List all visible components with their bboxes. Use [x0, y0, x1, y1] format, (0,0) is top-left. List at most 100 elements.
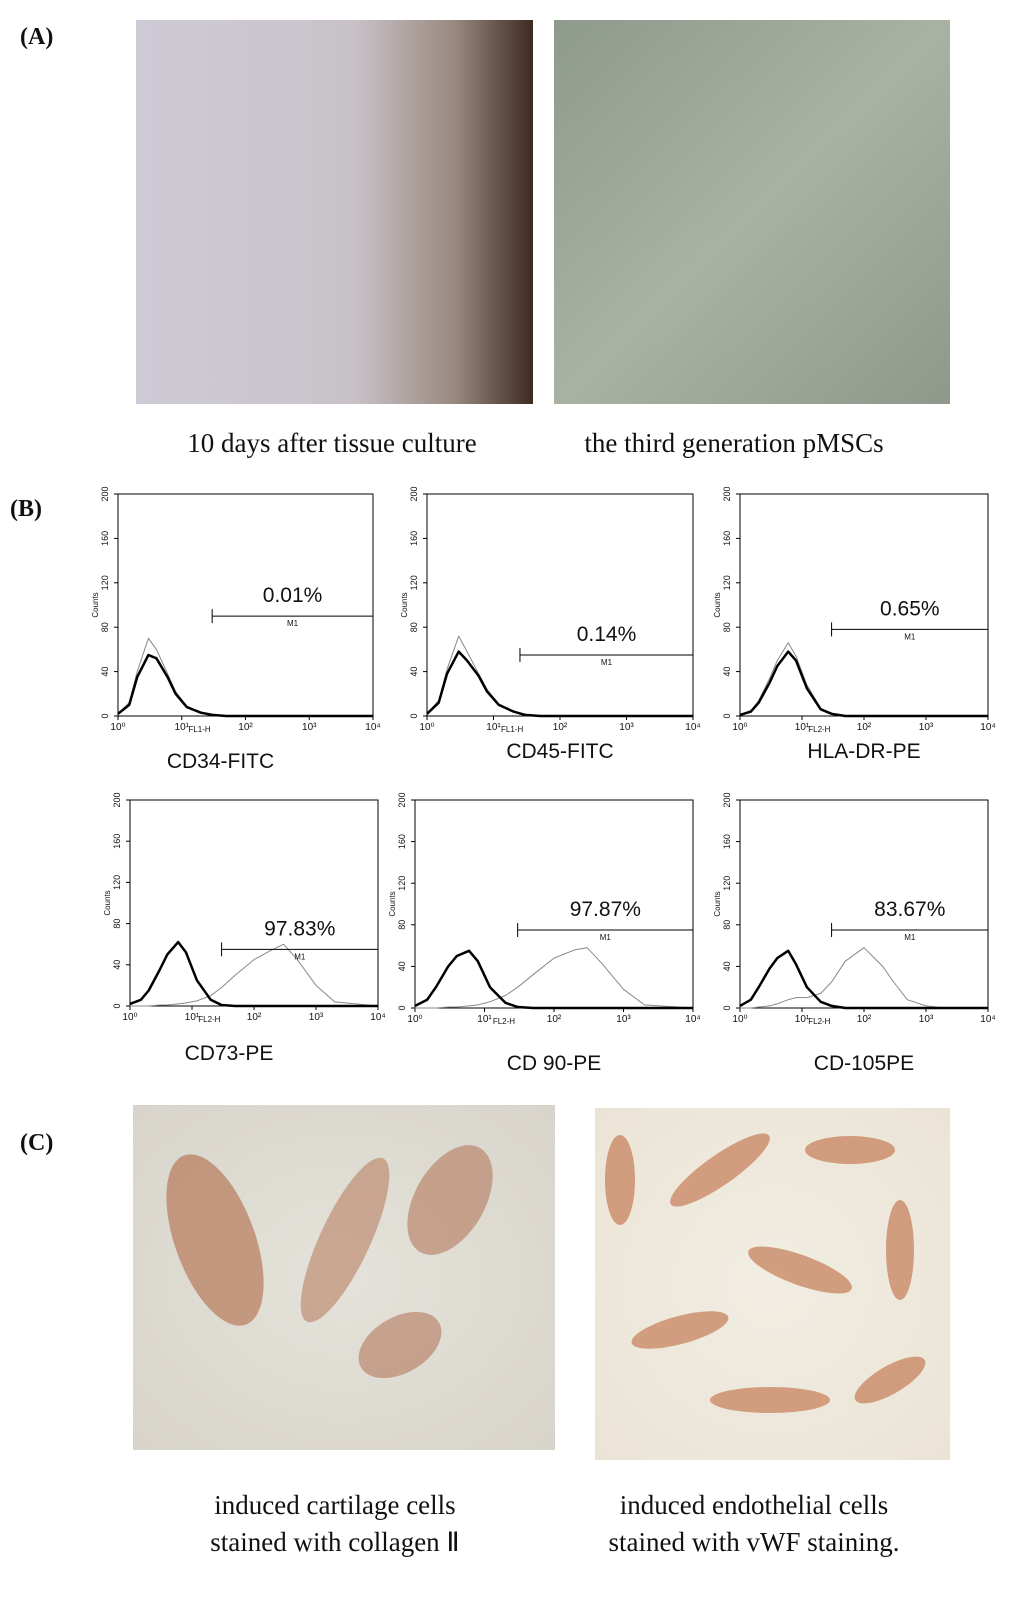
caption: induced endothelial cells: [620, 1490, 888, 1520]
percent-label: 97.83%: [264, 917, 335, 940]
histogram: 0 40 80 120 160 200 10⁰ 10¹ 10² 10³ 10⁴ FL1-H Counts…: [91, 486, 381, 773]
x-tick-label: 10⁴: [980, 722, 995, 733]
x-tick-label: 10⁴: [685, 722, 700, 733]
y-tick-label: 200: [722, 792, 732, 807]
x-axis-label: FL2-H: [808, 1017, 830, 1026]
histogram-line: [130, 943, 379, 1007]
gate-label: M1: [601, 658, 613, 667]
caption: stained with collagen Ⅱ: [210, 1527, 459, 1557]
y-tick-label: 40: [722, 961, 732, 971]
y-tick-label: 160: [112, 834, 122, 849]
histogram-line: [739, 650, 988, 718]
plot-frame: [426, 493, 694, 717]
y-tick-label: 80: [409, 622, 419, 632]
histogram-line: [414, 949, 693, 1010]
x-tick-label: 10³: [309, 1012, 324, 1023]
x-tick-label: 10²: [547, 1014, 562, 1025]
x-tick-label: 10²: [553, 722, 568, 733]
x-tick-label: 10⁰: [732, 722, 747, 733]
y-tick-label: 0: [112, 1003, 122, 1008]
y-tick-label: 120: [100, 575, 110, 590]
percent-label: 0.65%: [880, 597, 940, 620]
panel-label: (A): [20, 24, 53, 50]
histogram-line: [426, 635, 693, 717]
histogram-line: [129, 940, 378, 1008]
micrograph: [595, 1108, 950, 1460]
caption: 10 days after tissue culture: [187, 428, 476, 458]
x-tick-label: 10¹: [795, 722, 810, 733]
x-tick-label: 10⁴: [370, 1012, 385, 1023]
x-tick-label: 10²: [857, 1014, 872, 1025]
y-tick-label: 0: [722, 1005, 732, 1010]
x-tick-label: 10¹: [185, 1012, 200, 1023]
y-tick-label: 40: [100, 667, 110, 677]
x-tick-label: 10²: [247, 1012, 262, 1023]
histogram-line: [117, 653, 373, 718]
y-tick-label: 200: [112, 792, 122, 807]
y-axis-label: Counts: [388, 891, 397, 916]
x-tick-label: 10²: [857, 722, 872, 733]
x-tick-label: 10³: [302, 722, 317, 733]
x-tick-label: 10⁴: [685, 1014, 700, 1025]
chart-title: CD-105PE: [814, 1052, 914, 1075]
y-tick-label: 200: [100, 486, 110, 501]
plot-frame: [117, 493, 374, 717]
gate-label: M1: [600, 933, 612, 942]
y-tick-label: 80: [100, 622, 110, 632]
x-axis-label: FL2-H: [198, 1015, 220, 1024]
y-tick-label: 200: [397, 792, 407, 807]
x-tick-label: 10⁰: [732, 1014, 747, 1025]
plot-frame: [739, 799, 989, 1009]
histogram: 0 40 80 120 160 200 10⁰ 10¹ 10² 10³ 10⁴ FL2-H Counts…: [103, 792, 386, 1065]
y-tick-label: 40: [112, 960, 122, 970]
gate-label: M1: [904, 933, 916, 942]
x-tick-label: 10³: [616, 1014, 631, 1025]
histogram: 0 40 80 120 160 200 10⁰ 10¹ 10² 10³ 10⁴ FL1-H Counts…: [400, 486, 701, 763]
histogram: 0 40 80 120 160 200 10⁰ 10¹ 10² 10³ 10⁴ FL2-H Counts…: [713, 486, 996, 763]
x-axis-label: FL1-H: [501, 725, 523, 734]
micrograph: [136, 20, 533, 404]
y-tick-label: 0: [409, 713, 419, 718]
y-tick-label: 40: [397, 961, 407, 971]
y-tick-label: 0: [722, 713, 732, 718]
y-tick-label: 80: [112, 919, 122, 929]
x-tick-label: 10³: [919, 1014, 934, 1025]
histogram: 0 40 80 120 160 200 10⁰ 10¹ 10² 10³ 10⁴ FL2-H Counts…: [713, 792, 996, 1075]
percent-label: 0.01%: [263, 584, 323, 607]
x-tick-label: 10¹: [795, 1014, 810, 1025]
histogram: 0 40 80 120 160 200 10⁰ 10¹ 10² 10³ 10⁴ FL2-H Counts…: [388, 792, 701, 1075]
y-tick-label: 80: [397, 920, 407, 930]
y-axis-label: Counts: [713, 592, 722, 617]
y-tick-label: 0: [397, 1005, 407, 1010]
y-axis-label: Counts: [713, 891, 722, 916]
histogram-line: [739, 949, 988, 1010]
gate-label: M1: [287, 619, 299, 628]
chart-title: CD45-FITC: [506, 740, 613, 763]
chart-title: HLA-DR-PE: [807, 740, 920, 763]
y-tick-label: 160: [722, 834, 732, 849]
y-tick-label: 40: [722, 667, 732, 677]
x-axis-label: FL2-H: [493, 1017, 515, 1026]
x-tick-label: 10⁴: [980, 1014, 995, 1025]
micrograph: [133, 1105, 555, 1450]
y-tick-label: 200: [722, 486, 732, 501]
x-tick-label: 10⁰: [110, 722, 125, 733]
y-tick-label: 160: [397, 834, 407, 849]
percent-label: 83.67%: [874, 898, 945, 921]
x-tick-label: 10²: [238, 722, 253, 733]
panel-label: (B): [10, 496, 42, 522]
x-tick-label: 10⁴: [365, 722, 380, 733]
y-axis-label: Counts: [400, 592, 409, 617]
chart-title: CD 90-PE: [507, 1052, 602, 1075]
y-tick-label: 80: [722, 920, 732, 930]
panel-label: (C): [20, 1130, 53, 1156]
caption: the third generation pMSCs: [584, 428, 883, 458]
histogram-line: [739, 642, 988, 717]
percent-label: 97.87%: [570, 898, 641, 921]
caption: induced cartilage cells: [214, 1490, 455, 1520]
y-tick-label: 120: [112, 875, 122, 890]
x-tick-label: 10⁰: [122, 1012, 137, 1023]
x-tick-label: 10¹: [486, 722, 501, 733]
y-axis-label: Counts: [103, 890, 112, 915]
